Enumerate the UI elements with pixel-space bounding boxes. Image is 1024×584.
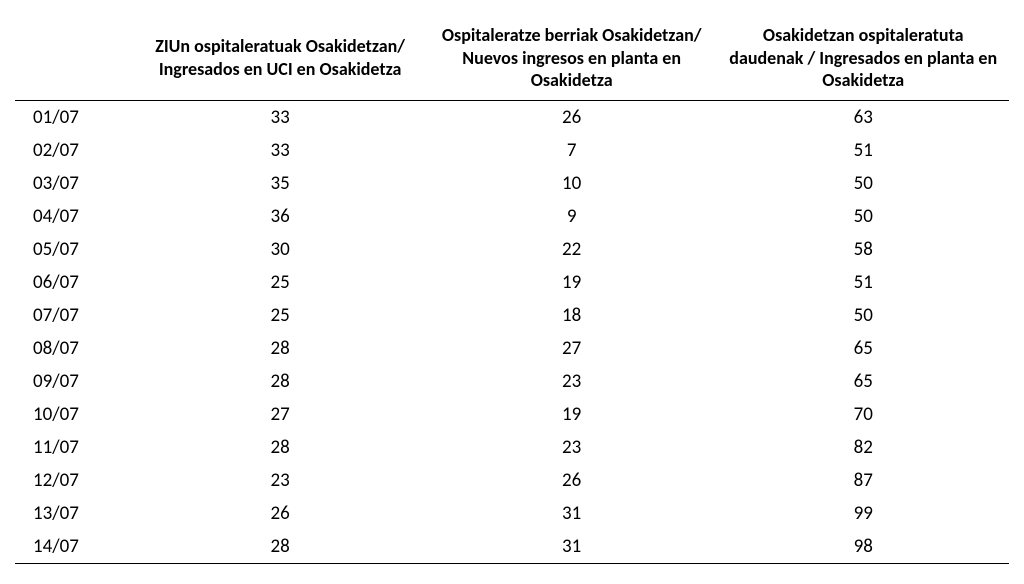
cell-total: 65 (717, 332, 1009, 365)
cell-uci: 28 (134, 332, 426, 365)
cell-total: 82 (717, 431, 1009, 464)
cell-uci: 25 (134, 266, 426, 299)
cell-date: 09/07 (15, 365, 134, 398)
cell-date: 06/07 (15, 266, 134, 299)
cell-new: 31 (426, 530, 718, 564)
cell-new: 9 (426, 200, 718, 233)
cell-uci: 36 (134, 200, 426, 233)
cell-date: 05/07 (15, 233, 134, 266)
cell-new: 19 (426, 398, 718, 431)
cell-total: 51 (717, 134, 1009, 167)
cell-uci: 26 (134, 497, 426, 530)
table-row: 04/07 36 9 50 (15, 200, 1009, 233)
cell-date: 10/07 (15, 398, 134, 431)
cell-date: 01/07 (15, 100, 134, 134)
cell-uci: 25 (134, 299, 426, 332)
cell-total: 98 (717, 530, 1009, 564)
cell-total: 58 (717, 233, 1009, 266)
cell-new: 19 (426, 266, 718, 299)
table-row: 12/07 23 26 87 (15, 464, 1009, 497)
cell-date: 13/07 (15, 497, 134, 530)
cell-date: 03/07 (15, 167, 134, 200)
cell-new: 23 (426, 431, 718, 464)
cell-uci: 28 (134, 365, 426, 398)
cell-date: 11/07 (15, 431, 134, 464)
cell-uci: 23 (134, 464, 426, 497)
cell-total: 50 (717, 200, 1009, 233)
table-row: 13/07 26 31 99 (15, 497, 1009, 530)
cell-uci: 28 (134, 431, 426, 464)
table-row: 07/07 25 18 50 (15, 299, 1009, 332)
table-row: 05/07 30 22 58 (15, 233, 1009, 266)
cell-new: 27 (426, 332, 718, 365)
cell-total: 87 (717, 464, 1009, 497)
cell-uci: 33 (134, 134, 426, 167)
col-header-total: Osakidetzan ospitaleratuta daudenak / In… (717, 20, 1009, 100)
cell-new: 18 (426, 299, 718, 332)
cell-total: 51 (717, 266, 1009, 299)
cell-new: 26 (426, 100, 718, 134)
cell-date: 12/07 (15, 464, 134, 497)
cell-uci: 35 (134, 167, 426, 200)
cell-date: 14/07 (15, 530, 134, 564)
cell-new: 26 (426, 464, 718, 497)
cell-uci: 28 (134, 530, 426, 564)
cell-uci: 30 (134, 233, 426, 266)
cell-total: 70 (717, 398, 1009, 431)
cell-new: 31 (426, 497, 718, 530)
table-row: 02/07 33 7 51 (15, 134, 1009, 167)
col-header-date (15, 20, 134, 100)
table-row: 14/07 28 31 98 (15, 530, 1009, 564)
cell-new: 7 (426, 134, 718, 167)
hospitalization-table: ZIUn ospitaleratuak Osakidetzan/ Ingresa… (15, 20, 1009, 564)
cell-new: 23 (426, 365, 718, 398)
cell-uci: 27 (134, 398, 426, 431)
table-row: 10/07 27 19 70 (15, 398, 1009, 431)
table-row: 01/07 33 26 63 (15, 100, 1009, 134)
cell-total: 65 (717, 365, 1009, 398)
table-row: 09/07 28 23 65 (15, 365, 1009, 398)
table-row: 06/07 25 19 51 (15, 266, 1009, 299)
cell-total: 99 (717, 497, 1009, 530)
table-row: 03/07 35 10 50 (15, 167, 1009, 200)
cell-date: 07/07 (15, 299, 134, 332)
cell-date: 08/07 (15, 332, 134, 365)
col-header-new: Ospitaleratze berriak Osakidetzan/ Nuevo… (426, 20, 718, 100)
cell-date: 04/07 (15, 200, 134, 233)
cell-total: 50 (717, 299, 1009, 332)
col-header-uci: ZIUn ospitaleratuak Osakidetzan/ Ingresa… (134, 20, 426, 100)
cell-new: 22 (426, 233, 718, 266)
table-row: 08/07 28 27 65 (15, 332, 1009, 365)
cell-date: 02/07 (15, 134, 134, 167)
table-row: 11/07 28 23 82 (15, 431, 1009, 464)
cell-total: 63 (717, 100, 1009, 134)
table-body: 01/07 33 26 63 02/07 33 7 51 03/07 35 10… (15, 100, 1009, 563)
cell-new: 10 (426, 167, 718, 200)
cell-uci: 33 (134, 100, 426, 134)
cell-total: 50 (717, 167, 1009, 200)
table-header: ZIUn ospitaleratuak Osakidetzan/ Ingresa… (15, 20, 1009, 100)
